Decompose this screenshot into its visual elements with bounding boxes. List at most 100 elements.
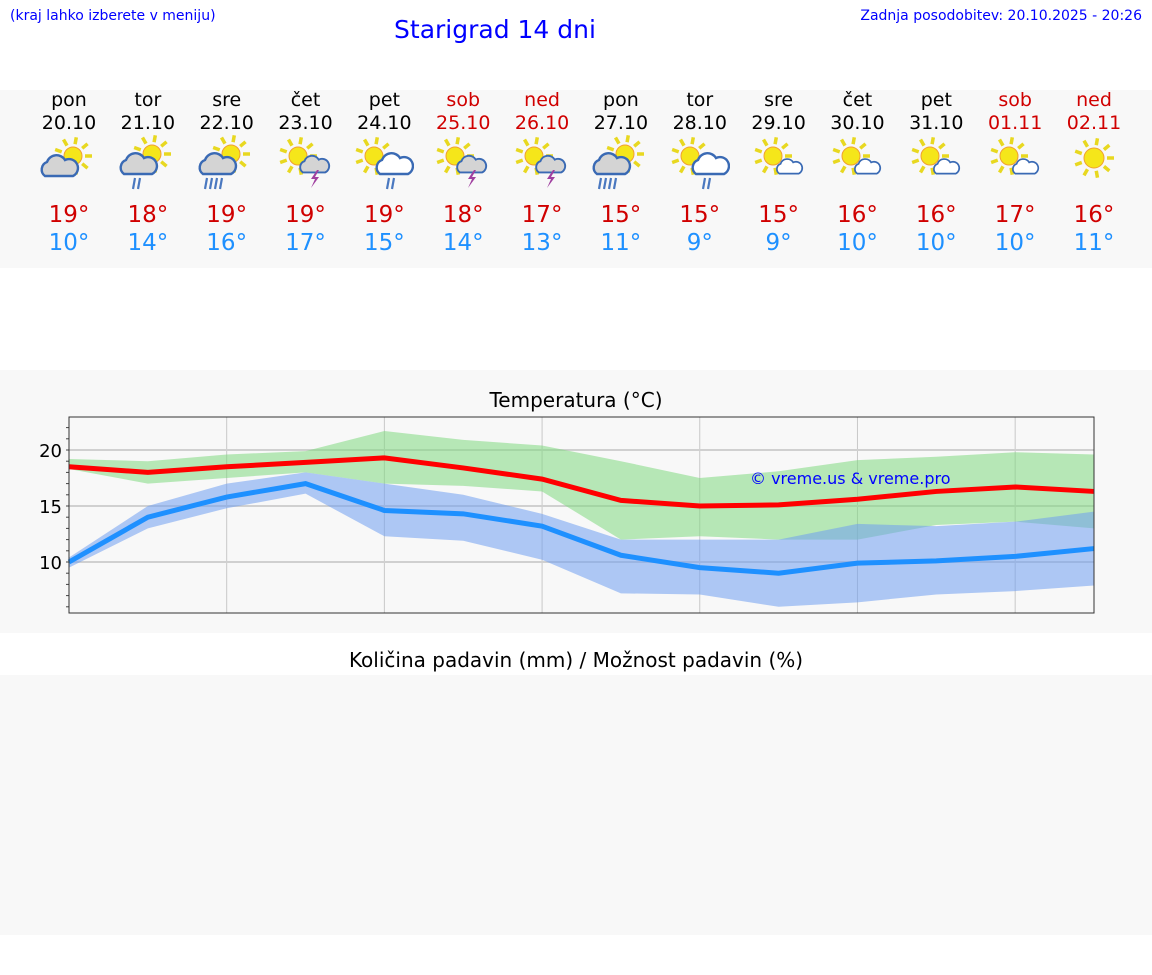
weather-icon-sun-thunder [436,136,488,188]
max-temp-line [68,455,1095,509]
max-temp-range-band [69,430,1094,540]
cloud-icon [375,152,415,176]
day-date: 26.10 [514,112,570,134]
lightning-icon [468,170,477,188]
lightning-icon [310,170,319,188]
min-temp: 10° [48,230,90,256]
day-name: pet [368,89,400,111]
day-name: pon [603,89,639,111]
day-name: tor [134,89,162,111]
max-temp: 19° [48,202,90,228]
day-date: 28.10 [672,112,727,134]
last-updated: Zadnja posodobitev: 20.10.2025 - 20:26 [860,8,1142,24]
day-date: 31.10 [909,112,964,134]
day-name: pon [51,89,87,111]
cloud-icon [854,158,882,175]
day-name: sre [764,89,794,111]
max-temp: 17° [994,202,1036,228]
min-temp: 10° [994,230,1036,256]
max-temp: 15° [758,202,799,228]
weather-icon-sun-cloud-rain-heavy [198,135,250,190]
lightning-icon [547,170,556,188]
day-date: 21.10 [120,112,176,134]
day-name: sob [446,89,481,111]
cloud-icon [535,154,567,174]
weather-icon-sun-cloud [40,136,92,178]
y-tick-label: 20 [39,441,62,462]
rain-icon [597,177,618,190]
weather-icon-sun-thunder [515,136,567,188]
precipitation-chart-title: Količina padavin (mm) / Možnost padavin … [348,648,804,672]
daily-forecast-band [0,90,1152,268]
y-tick-label: 10 [39,553,62,574]
weather-icon-sun-smallcloud [990,136,1040,176]
rain-icon [131,177,141,190]
day-name: ned [1076,89,1112,111]
weather-icon-sun-smallcloud [754,136,803,176]
temperature-chart-title: Temperatura (°C) [489,388,663,412]
rain-icon [203,177,223,190]
min-temp-line [67,481,1095,576]
cloud-icon [592,152,632,176]
sun-icon [515,136,554,176]
y-tick-label: 15 [39,497,62,518]
weather-icon-sun-whitecloud-rain [355,136,415,190]
min-temp: 10° [915,230,957,256]
cloud-icon [933,158,961,175]
min-temp: 14° [127,230,169,256]
day-date: 20.10 [41,112,97,134]
cloud-icon [691,152,730,176]
min-temp: 17° [285,230,326,256]
max-temp: 15° [600,202,642,228]
cloud-icon [1012,158,1040,175]
day-forecast: pon 20.10 19° 10° [30,89,109,257]
weather-icon-sun-thunder [279,136,330,188]
weather-icon-sun-cloud-rain-light [119,135,171,190]
weather-icon-sun-smallcloud [911,136,961,176]
day-forecast: tor 28.10 15° 9° [660,89,739,257]
day-name: sob [998,89,1032,111]
day-forecast: ned 02.11 16° 11° [1055,89,1134,257]
plot-border [68,416,1095,614]
day-date: 24.10 [357,112,412,134]
sun-icon [911,136,950,176]
day-date: 30.10 [830,112,885,134]
day-forecast: ned 26.10 17° 13° [503,89,582,257]
day-forecast: tor 21.10 18° 14° [108,89,187,257]
day-date: 29.10 [751,112,806,134]
watermark: © vreme.us & vreme.pro [750,469,951,488]
max-temp: 19° [363,202,405,228]
max-temp: 18° [442,202,484,228]
cloud-icon [119,152,158,176]
day-name: čet [290,89,321,111]
page-title: Starigrad 14 dni [394,15,596,44]
day-forecast: čet 30.10 16° 10° [818,89,897,257]
day-forecast: čet 23.10 19° 17° [266,89,345,257]
rain-icon [701,177,711,190]
cloud-icon [775,158,803,175]
min-temp: 11° [600,230,642,256]
day-forecast: pet 24.10 19° 15° [345,89,424,257]
weather-icon-sun-smallcloud [833,136,882,176]
min-temp: 15° [363,230,405,256]
cloud-icon [298,154,330,174]
min-temp: 13° [521,230,563,256]
min-temp: 14° [442,230,484,256]
day-date: 22.10 [199,112,254,134]
min-temp: 16° [206,230,248,256]
day-forecast: sre 22.10 19° 16° [187,89,266,257]
min-temp: 11° [1073,230,1115,256]
day-forecast: sob 25.10 18° 14° [424,89,503,257]
day-name: sre [212,89,242,111]
max-temp: 16° [837,202,878,228]
weather-icon-sun [1074,137,1114,179]
day-name: tor [686,89,714,111]
cloud-icon [456,154,488,174]
max-temp: 19° [285,202,326,228]
day-date: 23.10 [278,112,333,134]
max-temp: 16° [915,202,957,228]
day-date: 01.11 [987,112,1043,134]
day-date: 25.10 [436,112,491,134]
day-forecast: sob 01.11 17° 10° [976,89,1055,257]
day-date: 27.10 [593,112,649,134]
